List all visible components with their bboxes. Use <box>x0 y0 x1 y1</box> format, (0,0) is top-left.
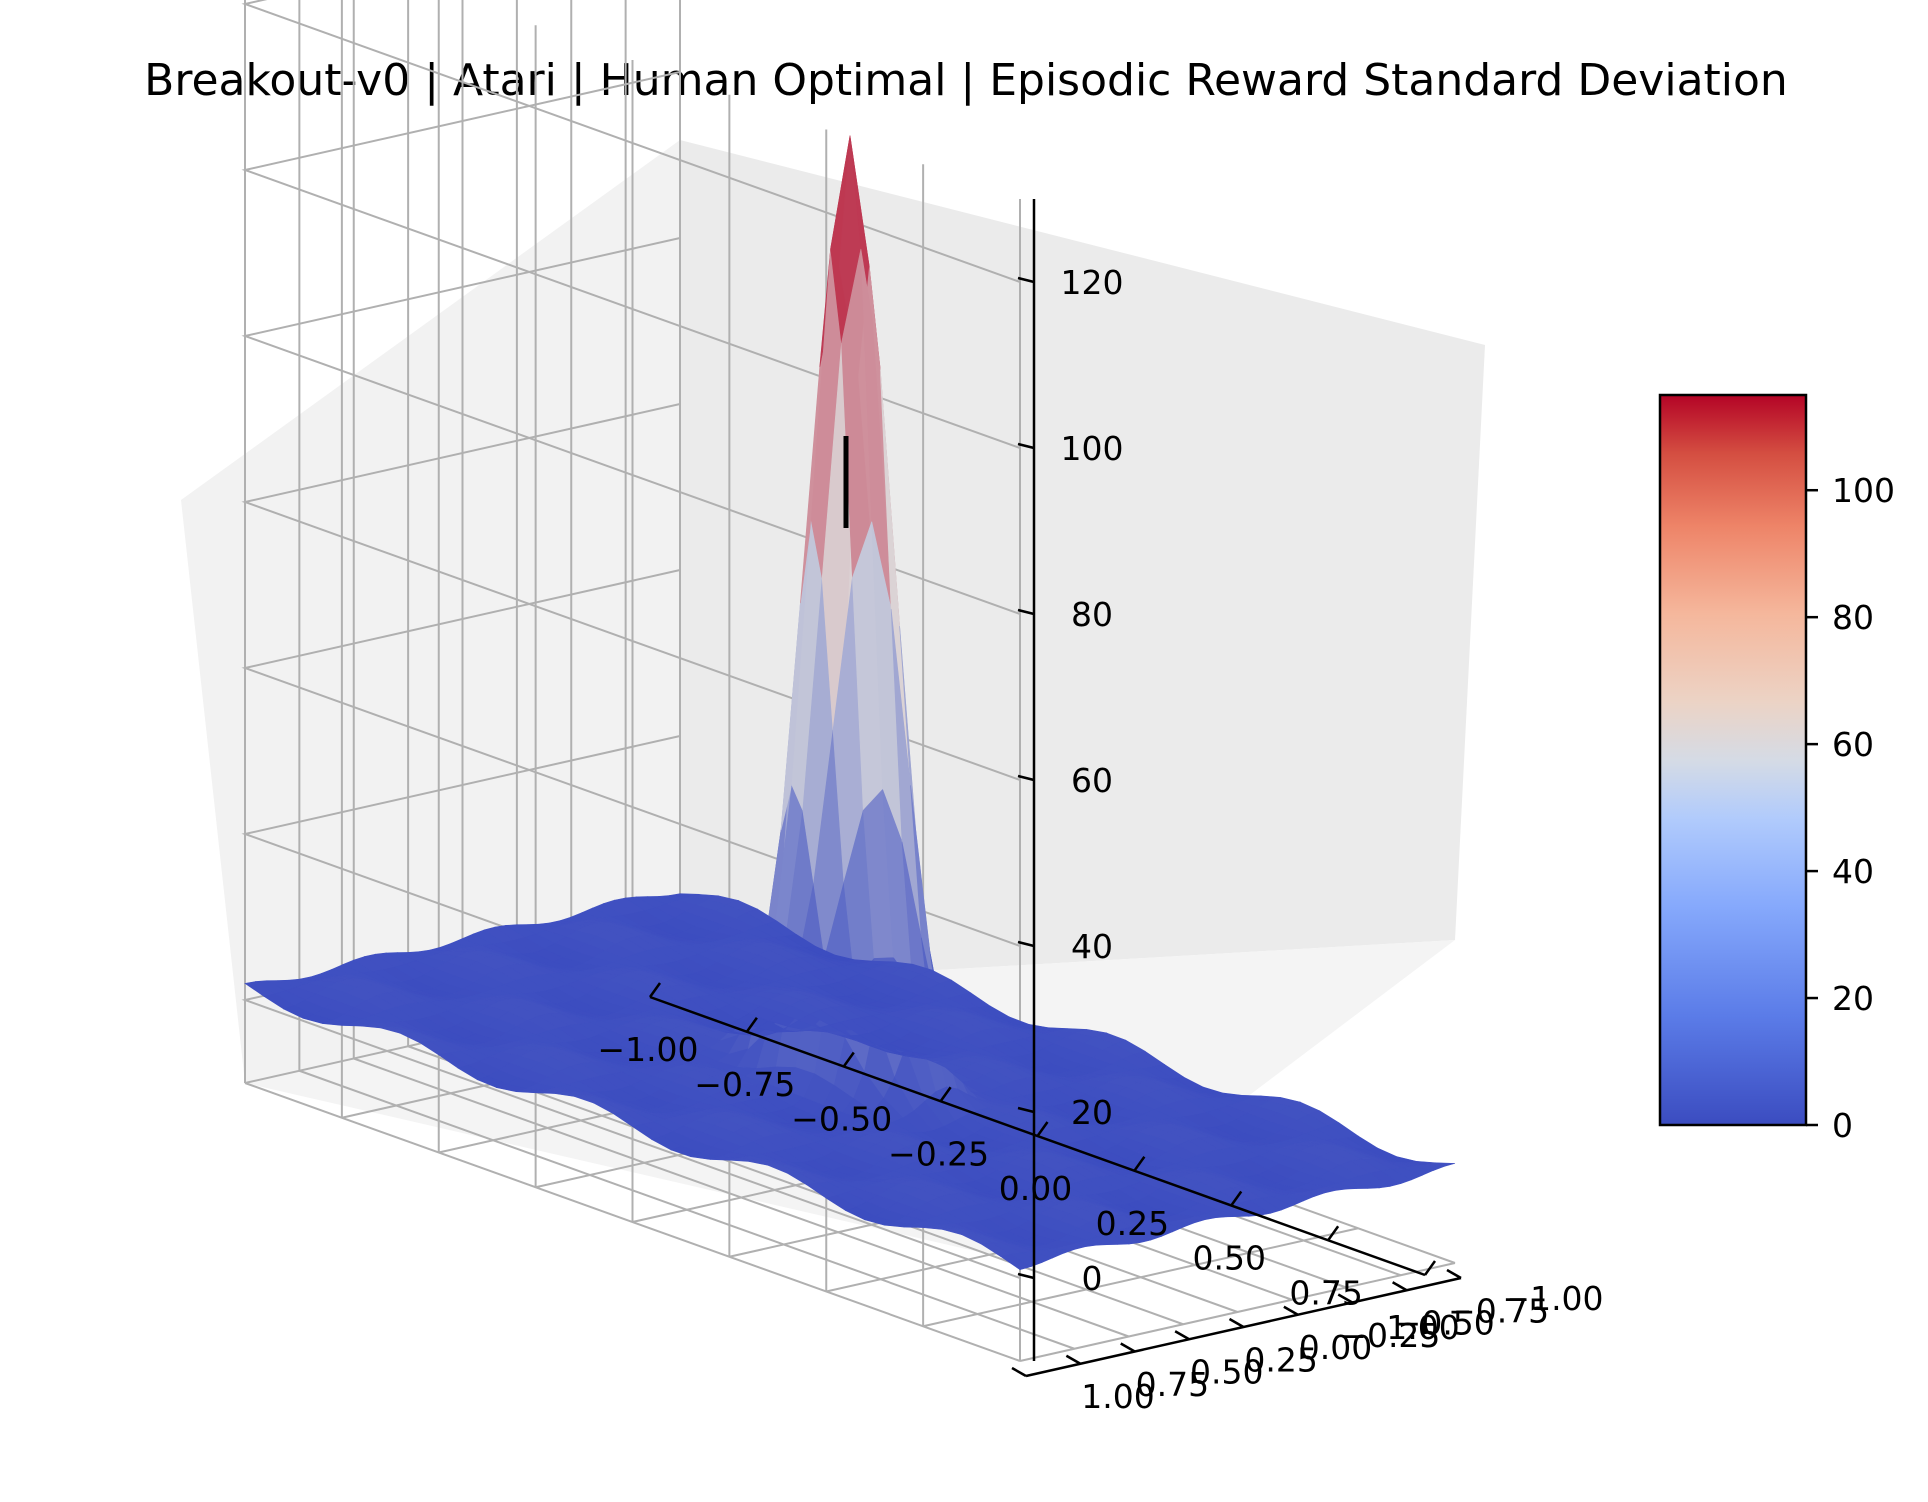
x-tick-label: −0.25 <box>888 1134 989 1173</box>
left-pane <box>181 140 680 1083</box>
y-tick-mark <box>1120 1342 1136 1353</box>
grid-line <box>244 1082 1021 1362</box>
y-tick-label: −0.25 <box>1339 1316 1440 1355</box>
x-tick-mark <box>1133 1156 1146 1172</box>
z-axis-ticks: 0 20 40 60 80 100 120 <box>1017 263 1124 1298</box>
grid-line <box>241 237 1021 615</box>
colorbar-tick-label: 80 <box>1832 598 1874 637</box>
x-tick-label: 1.00 <box>1386 1308 1459 1347</box>
grid-line <box>241 569 1021 947</box>
x-tick-mark <box>1230 1190 1243 1207</box>
x-tick-label: 0.75 <box>1289 1273 1362 1312</box>
y-tick-label: 0.50 <box>1190 1353 1263 1392</box>
colorbar-tick-label: 0 <box>1832 1106 1853 1145</box>
y-tick-mark <box>1446 1268 1462 1280</box>
colorbar: 0 20 40 60 80 100 <box>1658 393 1895 1145</box>
y-tick-mark <box>1174 1330 1190 1341</box>
grid-line <box>241 403 1021 781</box>
colorbar-ticks: 0 20 40 60 80 100 <box>1806 471 1895 1145</box>
z-tick-label: 20 <box>1071 1093 1113 1132</box>
y-tick-label: −0.75 <box>1448 1291 1549 1330</box>
x-tick-mark <box>842 1051 855 1068</box>
grid-line <box>241 71 1021 449</box>
x-tick-label: 0.50 <box>1193 1239 1266 1278</box>
x-tick-label: −0.50 <box>791 1100 892 1139</box>
y-tick-label: 0.25 <box>1244 1340 1317 1379</box>
colorbar-tick-label: 60 <box>1832 725 1874 764</box>
surface-plot <box>244 135 1456 1271</box>
colorbar-tick-label: 20 <box>1832 979 1874 1018</box>
z-tick-label: 60 <box>1071 761 1113 800</box>
z-tick-mark <box>1017 276 1035 284</box>
grid-line <box>241 0 1021 283</box>
x-axis-ticks: −1.00−0.75−0.50−0.25 0.00 0.25 0.50 0.75 1.00 <box>597 982 1460 1347</box>
y-tick-label: 1.00 <box>1081 1377 1154 1416</box>
x-tick-mark <box>745 1017 758 1033</box>
grid-line <box>1019 1262 1456 1362</box>
colorbar-gradient <box>1658 393 1808 1127</box>
grid-line <box>353 1057 1130 1338</box>
colorbar-tick-label: 100 <box>1832 471 1895 510</box>
y-tick-mark <box>1065 1354 1081 1365</box>
z-tick-label: 120 <box>1061 263 1124 302</box>
y-tick-label: 0.00 <box>1299 1328 1372 1367</box>
z-tick-label: 0 <box>1082 1259 1103 1298</box>
x-tick-mark <box>1423 1260 1437 1276</box>
z-tick-mark <box>1017 442 1035 450</box>
z-tick-mark <box>1017 1272 1035 1280</box>
x-tick-mark <box>648 982 662 998</box>
y-tick-mark <box>1337 1293 1353 1304</box>
z-tick-label: 80 <box>1071 595 1113 634</box>
chart-title: Breakout-v0 | Atari | Human Optimal | Ep… <box>144 55 1788 106</box>
x-tick-label: 0.25 <box>1096 1204 1169 1243</box>
y-tick-mark <box>1283 1305 1299 1316</box>
z-tick-mark <box>1017 940 1035 948</box>
y-tick-label: −0.50 <box>1394 1304 1495 1343</box>
grid-line <box>922 1227 1359 1328</box>
surface-facet <box>1424 1162 1456 1167</box>
z-tick-mark <box>1017 608 1035 616</box>
colorbar-tick-label: 40 <box>1832 852 1874 891</box>
y-tick-mark <box>1011 1366 1027 1378</box>
x-tick-mark <box>1036 1121 1049 1137</box>
z-tick-label: 40 <box>1071 927 1113 966</box>
y-tick-label: −1.00 <box>1502 1279 1603 1318</box>
grid-line <box>299 1069 1075 1350</box>
x-tick-mark <box>1327 1225 1340 1241</box>
x-tick-label: −1.00 <box>597 1030 698 1069</box>
x-tick-mark <box>939 1086 952 1102</box>
x-tick-label: 0.00 <box>999 1169 1072 1208</box>
y-tick-mark <box>1392 1281 1408 1292</box>
z-tick-label: 100 <box>1061 429 1124 468</box>
z-tick-mark <box>1017 774 1035 782</box>
z-tick-mark <box>1017 1106 1035 1114</box>
y-tick-label: 0.75 <box>1136 1365 1209 1404</box>
x-tick-label: −0.75 <box>694 1065 795 1104</box>
y-axis-ticks: −1.00−0.75−0.50−0.250.000.250.500.751.00 <box>1011 1268 1604 1416</box>
y-tick-mark <box>1228 1317 1245 1329</box>
